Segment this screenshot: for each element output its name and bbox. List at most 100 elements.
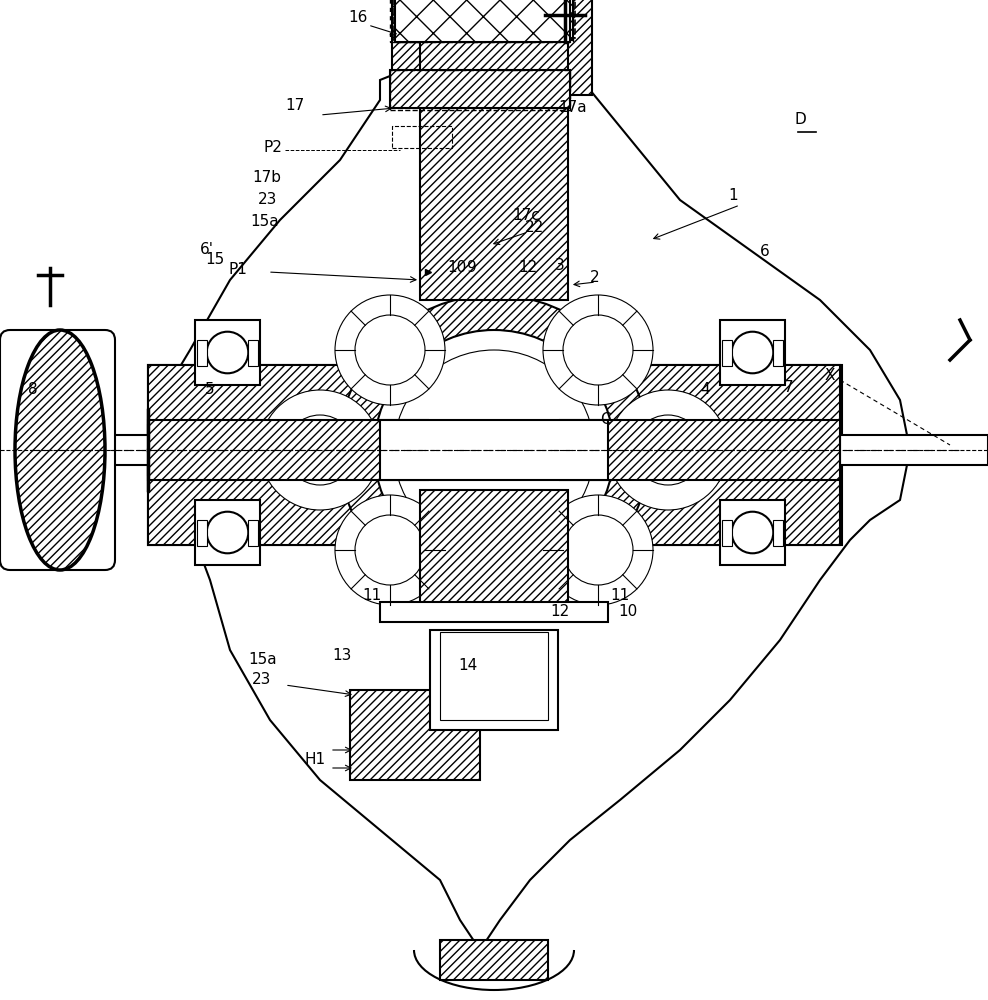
Bar xyxy=(440,940,548,980)
Text: 10: 10 xyxy=(618,604,637,619)
Text: 14: 14 xyxy=(458,658,477,672)
Circle shape xyxy=(608,390,728,510)
Bar xyxy=(455,0,533,42)
Text: 5: 5 xyxy=(205,382,214,397)
Circle shape xyxy=(394,350,594,550)
Text: 2: 2 xyxy=(590,270,600,286)
Text: 15a: 15a xyxy=(250,215,279,230)
Circle shape xyxy=(374,330,614,570)
Circle shape xyxy=(335,295,445,405)
Bar xyxy=(455,0,535,42)
Text: 6: 6 xyxy=(760,244,770,259)
Bar xyxy=(395,0,570,42)
Bar xyxy=(395,0,570,42)
Bar xyxy=(390,70,570,108)
Bar xyxy=(390,70,570,110)
Bar xyxy=(420,490,568,610)
Bar xyxy=(395,0,570,42)
Circle shape xyxy=(732,332,774,373)
Bar xyxy=(390,0,573,42)
Bar xyxy=(197,340,206,365)
Bar xyxy=(195,500,260,565)
Text: 15: 15 xyxy=(205,252,224,267)
Bar xyxy=(470,0,520,42)
Bar xyxy=(562,365,842,545)
Circle shape xyxy=(206,512,248,553)
Circle shape xyxy=(206,332,248,373)
Text: D: D xyxy=(794,112,806,127)
Text: 13: 13 xyxy=(332,648,352,662)
Bar xyxy=(195,320,260,385)
Bar xyxy=(774,520,783,546)
Circle shape xyxy=(543,495,653,605)
Bar xyxy=(248,340,258,365)
Circle shape xyxy=(563,315,633,385)
Text: X: X xyxy=(825,367,836,382)
Circle shape xyxy=(355,315,425,385)
Bar xyxy=(197,520,206,546)
Circle shape xyxy=(490,446,498,454)
FancyBboxPatch shape xyxy=(0,330,115,570)
Bar xyxy=(420,42,568,300)
Text: 3: 3 xyxy=(555,257,565,272)
Circle shape xyxy=(543,295,653,405)
Text: 11: 11 xyxy=(610,587,629,602)
Bar xyxy=(774,340,783,365)
Bar xyxy=(720,500,785,565)
Bar xyxy=(840,435,988,465)
Text: 22: 22 xyxy=(525,221,544,235)
Text: 17b: 17b xyxy=(252,170,281,186)
Bar xyxy=(722,520,732,546)
Circle shape xyxy=(563,515,633,585)
FancyBboxPatch shape xyxy=(148,365,418,545)
Bar xyxy=(392,0,592,95)
Bar xyxy=(395,0,573,40)
Text: 15a: 15a xyxy=(248,652,277,668)
Bar xyxy=(380,602,608,622)
Text: 17c: 17c xyxy=(512,208,539,223)
Bar xyxy=(430,630,558,730)
Polygon shape xyxy=(148,50,910,950)
Text: 16: 16 xyxy=(348,10,368,25)
Text: 9: 9 xyxy=(467,260,477,275)
Bar xyxy=(560,420,840,480)
Bar xyxy=(392,126,452,148)
Text: 23: 23 xyxy=(258,192,278,208)
Bar xyxy=(380,420,608,480)
Circle shape xyxy=(339,295,649,605)
Text: H1: H1 xyxy=(304,752,325,768)
Bar xyxy=(148,425,348,475)
Text: 12: 12 xyxy=(518,260,537,275)
Text: P2: P2 xyxy=(263,140,282,155)
Circle shape xyxy=(526,446,534,454)
Text: 1: 1 xyxy=(728,188,738,202)
Bar xyxy=(722,340,732,365)
Circle shape xyxy=(633,415,703,485)
Text: 17: 17 xyxy=(285,98,304,112)
Text: 12: 12 xyxy=(550,604,569,619)
Circle shape xyxy=(285,415,355,485)
Bar xyxy=(562,365,840,545)
Circle shape xyxy=(335,495,445,605)
Bar xyxy=(148,420,428,480)
Text: 10: 10 xyxy=(447,260,466,275)
Text: P1: P1 xyxy=(228,262,247,277)
Bar xyxy=(148,365,428,545)
Bar xyxy=(248,520,258,546)
Text: 8: 8 xyxy=(28,382,38,397)
Bar xyxy=(720,320,785,385)
Bar xyxy=(632,425,840,475)
Text: 11: 11 xyxy=(362,587,381,602)
Circle shape xyxy=(355,515,425,585)
Text: 17a: 17a xyxy=(558,101,587,115)
Text: 23: 23 xyxy=(252,672,272,688)
Text: 4: 4 xyxy=(700,382,709,397)
Bar xyxy=(440,632,548,720)
Text: C: C xyxy=(600,412,611,428)
Text: 7: 7 xyxy=(784,380,793,395)
Bar xyxy=(393,0,575,38)
Circle shape xyxy=(260,390,380,510)
Bar xyxy=(350,690,480,780)
Bar xyxy=(0,435,165,465)
Circle shape xyxy=(732,512,774,553)
